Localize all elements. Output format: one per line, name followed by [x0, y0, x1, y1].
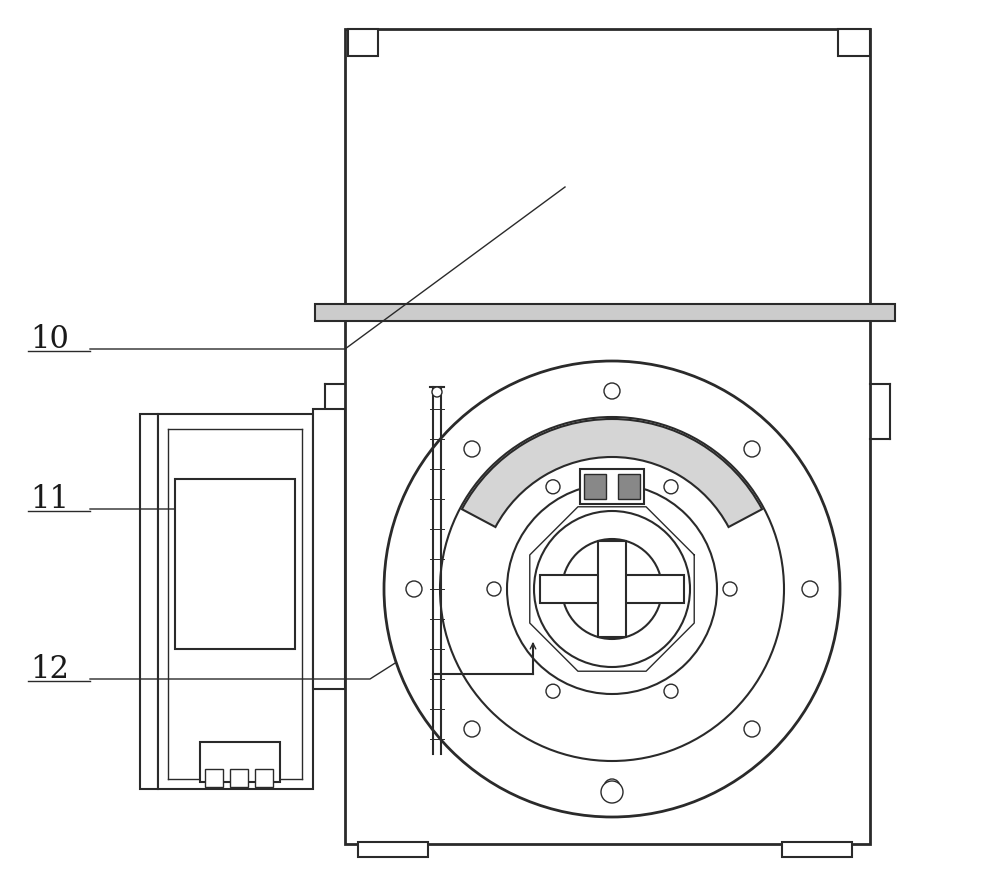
Circle shape — [546, 685, 560, 698]
Bar — [838, 30, 870, 57]
Bar — [580, 470, 644, 505]
Circle shape — [604, 384, 620, 399]
Circle shape — [464, 721, 480, 738]
Circle shape — [546, 480, 560, 494]
Circle shape — [604, 779, 620, 795]
Bar — [205, 769, 223, 787]
Bar — [345, 320, 870, 844]
Bar — [540, 575, 684, 603]
Bar — [618, 474, 640, 500]
Wedge shape — [462, 420, 762, 528]
Circle shape — [507, 485, 717, 694]
Circle shape — [534, 511, 690, 667]
Bar — [230, 769, 248, 787]
Bar — [358, 842, 428, 857]
Circle shape — [464, 442, 480, 457]
Circle shape — [744, 442, 760, 457]
Bar — [255, 769, 273, 787]
Bar — [598, 542, 626, 637]
Circle shape — [432, 387, 442, 398]
Circle shape — [664, 480, 678, 494]
Bar — [584, 474, 606, 500]
Circle shape — [744, 721, 760, 738]
Bar — [315, 305, 895, 321]
Bar — [140, 414, 158, 789]
Bar — [158, 414, 313, 789]
Circle shape — [384, 362, 840, 817]
Bar — [200, 742, 280, 782]
Circle shape — [723, 582, 737, 596]
Circle shape — [562, 539, 662, 639]
Bar — [345, 30, 870, 305]
Circle shape — [406, 581, 422, 597]
Circle shape — [601, 781, 623, 803]
Bar — [313, 409, 345, 689]
Circle shape — [664, 685, 678, 698]
Text: 10: 10 — [30, 324, 69, 355]
Circle shape — [487, 582, 501, 596]
Bar — [348, 30, 378, 57]
Bar — [175, 479, 295, 649]
Bar — [782, 842, 852, 857]
Text: 11: 11 — [30, 484, 69, 515]
Circle shape — [802, 581, 818, 597]
Circle shape — [440, 418, 784, 761]
Text: 12: 12 — [30, 654, 69, 685]
